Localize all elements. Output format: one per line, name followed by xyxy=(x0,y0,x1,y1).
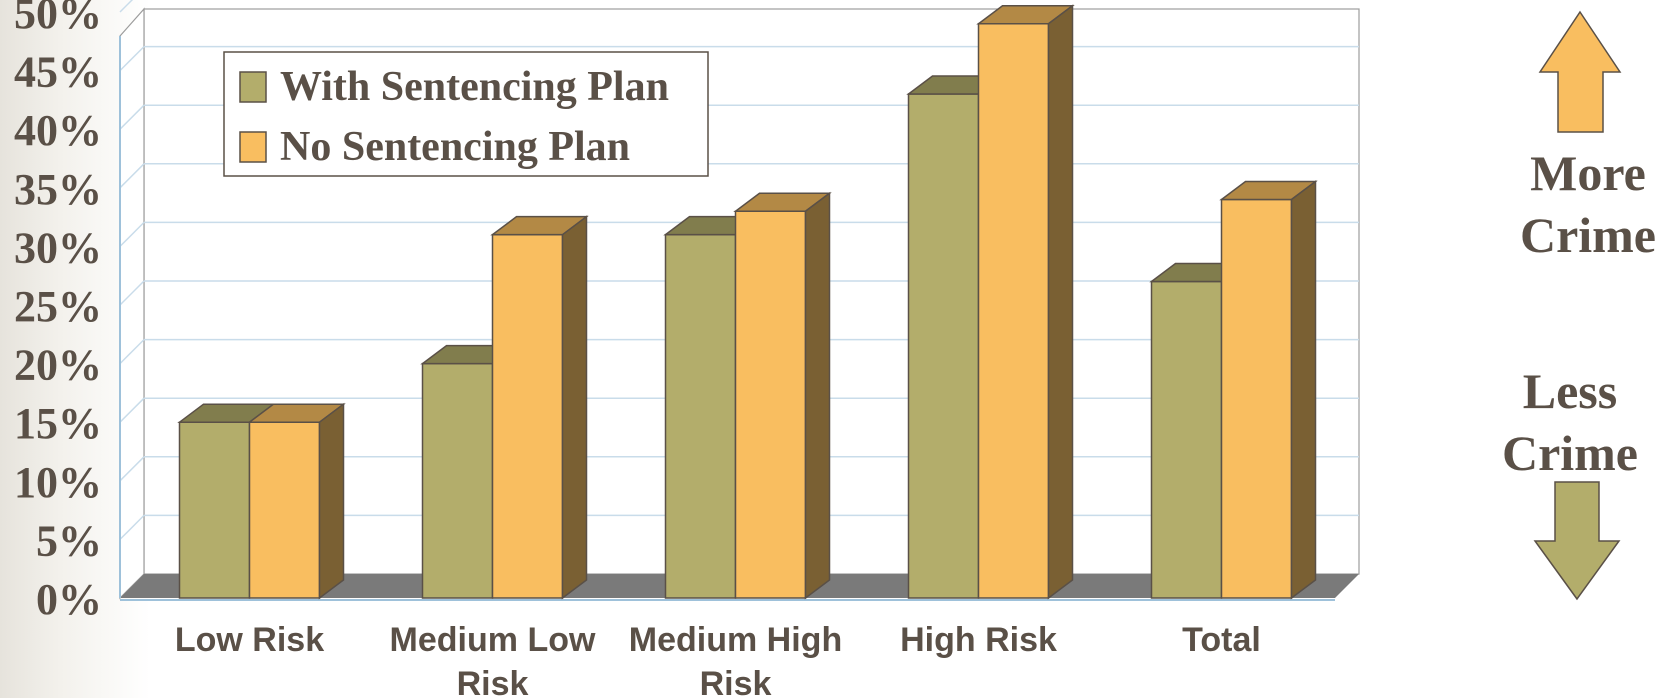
gridline-side xyxy=(119,456,145,482)
x-tick-label: Total xyxy=(1182,621,1261,659)
up-arrow-icon xyxy=(1538,10,1622,133)
bar-side xyxy=(318,402,345,600)
bar-front xyxy=(977,22,1050,599)
gridline-side xyxy=(119,280,145,306)
y-tick-label: 45% xyxy=(14,48,102,97)
down-arrow-icon xyxy=(1533,481,1621,601)
bar-side xyxy=(804,191,831,600)
gridline-side xyxy=(119,514,145,540)
y-tick-label: 15% xyxy=(14,399,102,448)
bar-1-1 xyxy=(490,215,589,600)
more-crime-label: Crime xyxy=(1520,207,1656,263)
bar-side xyxy=(561,215,588,600)
y-tick-label: 50% xyxy=(14,0,102,38)
less-crime-label: Less xyxy=(1523,363,1617,419)
gridline-side xyxy=(119,339,145,365)
x-axis-labels: Low Risk Medium Low Risk Medium High Risk Hig… xyxy=(175,621,1261,698)
bar-3-1 xyxy=(976,4,1075,600)
crime-direction-annotation: More Crime Less Crime xyxy=(1502,10,1656,601)
legend-swatch xyxy=(239,71,267,103)
gridline-side xyxy=(119,397,145,423)
y-axis-labels: 0% 5% 10% 15% 20% 25% 30% 35% 40% 45% 50% xyxy=(14,0,102,624)
bar-0-0 xyxy=(177,403,276,599)
y-tick-label: 0% xyxy=(36,575,102,624)
bar-front xyxy=(664,233,737,599)
bar-front xyxy=(1220,198,1293,599)
bar-1-0 xyxy=(420,344,519,599)
y-tick-label: 20% xyxy=(14,341,102,390)
x-tick-label: Risk xyxy=(457,665,529,698)
y-tick-label: 40% xyxy=(14,106,102,155)
bar-2-1 xyxy=(733,191,832,600)
x-tick-label: Medium High xyxy=(629,621,842,659)
y-tick-label: 30% xyxy=(14,223,102,272)
bars xyxy=(177,4,1318,600)
gridline-side xyxy=(119,0,134,13)
bar-front xyxy=(491,233,564,599)
more-crime-label: More xyxy=(1530,145,1646,201)
y-tick-label: 5% xyxy=(36,516,102,565)
legend-label: With Sentencing Plan xyxy=(280,64,669,110)
bar-front xyxy=(421,362,494,599)
gridline-side xyxy=(119,221,145,247)
x-tick-label: High Risk xyxy=(900,621,1057,659)
x-tick-label: Risk xyxy=(700,665,772,698)
y-tick-label: 35% xyxy=(14,165,102,214)
legend: With Sentencing Plan No Sentencing Plan xyxy=(223,51,709,177)
bar-front xyxy=(1150,280,1223,599)
legend-label: No Sentencing Plan xyxy=(280,124,630,170)
gridline-side xyxy=(119,163,145,189)
bar-front xyxy=(178,421,251,599)
y-tick-label: 25% xyxy=(14,282,102,331)
less-crime-label: Crime xyxy=(1502,425,1638,481)
gridline-side xyxy=(119,46,145,72)
x-tick-label: Medium Low xyxy=(390,621,596,659)
bar-front xyxy=(734,210,807,599)
bar-side xyxy=(1047,4,1074,600)
legend-box xyxy=(223,51,709,177)
bar-0-1 xyxy=(247,402,346,600)
plot-side-wall xyxy=(119,7,145,600)
bar-front xyxy=(248,421,321,599)
bar-front xyxy=(907,93,980,599)
bar-side xyxy=(1290,180,1317,600)
gridline-side xyxy=(119,104,145,130)
bar-4-1 xyxy=(1219,180,1318,600)
x-tick-label: Low Risk xyxy=(175,621,324,659)
bar-4-0 xyxy=(1149,262,1248,599)
legend-swatch xyxy=(239,131,267,163)
y-tick-label: 10% xyxy=(14,458,102,507)
